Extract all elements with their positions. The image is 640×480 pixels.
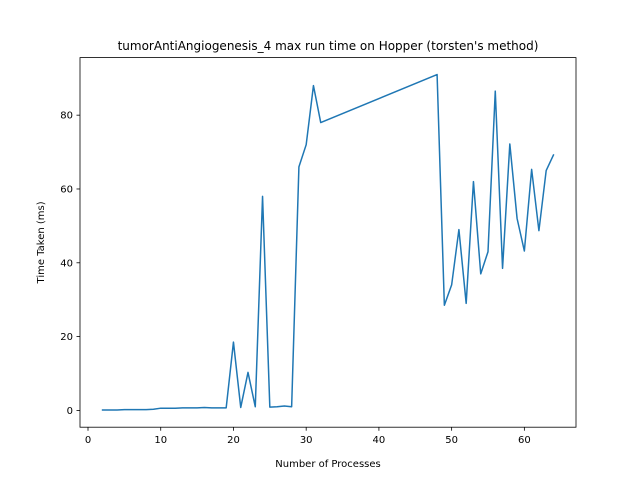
x-tick-label: 60: [518, 435, 531, 446]
y-tick-label: 0: [67, 406, 73, 417]
x-tick-label: 40: [373, 435, 386, 446]
x-tick-label: 10: [154, 435, 167, 446]
plot-frame: [79, 57, 577, 428]
x-tick-label: 50: [445, 435, 458, 446]
x-tick-label: 0: [85, 435, 91, 446]
y-tick-label: 20: [60, 332, 73, 343]
y-tick-label: 80: [60, 111, 73, 122]
y-tick-label: 60: [60, 184, 73, 195]
x-axis-ticks: 0 10 20 30 40 50 60: [85, 427, 531, 446]
series-line: [101, 73, 555, 411]
chart-title: tumorAntiAngiogenesis_4 max run time on …: [118, 39, 539, 53]
y-axis-label: Time Taken (ms): [36, 201, 47, 284]
y-tick-label: 40: [60, 258, 73, 269]
x-axis-label: Number of Processes: [275, 459, 380, 470]
x-tick-label: 30: [300, 435, 313, 446]
x-tick-label: 20: [227, 435, 240, 446]
y-axis-ticks: 0 20 40 60 80: [60, 111, 80, 417]
